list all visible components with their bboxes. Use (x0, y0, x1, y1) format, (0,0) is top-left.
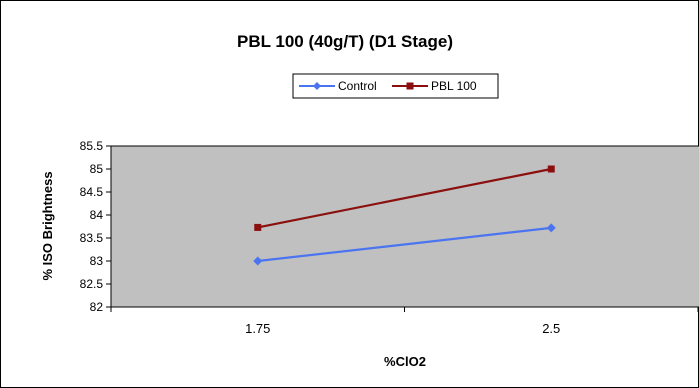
legend: Control PBL 100 (292, 73, 499, 99)
x-tick-label: 1.75 (245, 321, 270, 336)
legend-marker-control (313, 82, 321, 90)
y-tick-label: 84.5 (80, 185, 104, 199)
data-point-control (546, 223, 556, 233)
y-tick-label: 82.5 (80, 277, 104, 291)
legend-item-pbl-100: PBL 100 (392, 79, 477, 93)
series-layer (253, 165, 556, 266)
data-point-pbl-100 (254, 223, 262, 231)
chart-title: PBL 100 (40g/T) (D1 Stage) (237, 32, 453, 51)
series-line-control (257, 226, 552, 263)
x-axis: 1.75 2.5 (110, 307, 699, 336)
legend-label-pbl-100: PBL 100 (431, 79, 477, 93)
series-line-pbl-100 (257, 167, 552, 229)
y-tick-label: 82 (90, 300, 104, 314)
y-axis-title: % ISO Brightness (40, 171, 55, 280)
data-point-pbl-100 (547, 165, 555, 173)
legend-marker-pbl-100 (406, 82, 414, 90)
y-tick-label: 85 (90, 162, 104, 176)
plot-area (110, 145, 699, 308)
y-tick-label: 83.5 (80, 231, 104, 245)
y-tick-label: 84 (90, 208, 104, 222)
x-axis-title: %ClO2 (384, 354, 426, 369)
y-axis: 82 82.5 83 83.5 84 84.5 85 85.5 (80, 139, 111, 314)
y-tick-label: 85.5 (80, 139, 104, 153)
data-point-control (253, 256, 263, 266)
legend-item-control: Control (299, 79, 377, 93)
x-tick-label: 2.5 (542, 321, 560, 336)
y-tick-label: 83 (90, 254, 104, 268)
legend-label-control: Control (338, 79, 377, 93)
